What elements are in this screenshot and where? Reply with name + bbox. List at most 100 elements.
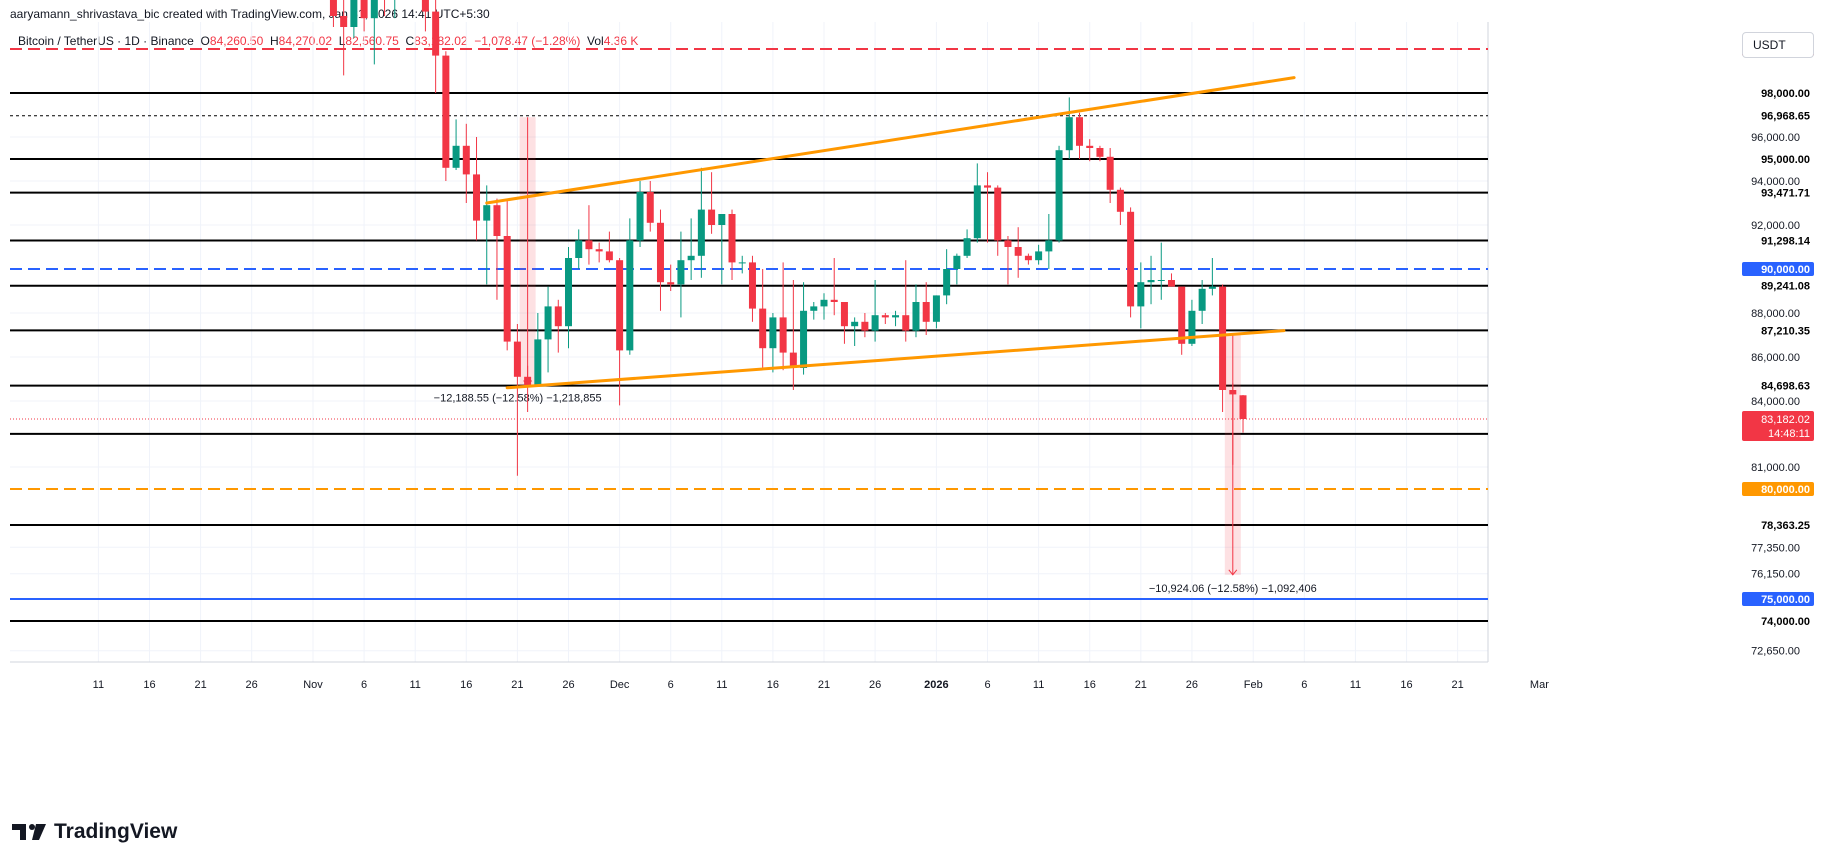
- candle: [442, 51, 450, 181]
- level-price-tag: 98,000.00: [1742, 86, 1814, 100]
- candle: [1086, 139, 1094, 162]
- candle: [881, 313, 889, 324]
- candle: [1208, 258, 1216, 296]
- candle-body: [667, 282, 675, 285]
- candle-body: [1004, 240, 1012, 247]
- candle: [789, 280, 797, 390]
- candle: [1055, 145, 1063, 243]
- candle: [779, 262, 787, 371]
- level-price-tag-text: 75,000.00: [1761, 594, 1810, 606]
- level-price-tag-box: [1742, 614, 1814, 628]
- candle: [1035, 244, 1043, 265]
- level-price-tag: 90,000.00: [1742, 262, 1814, 276]
- measure-arrow: [1228, 569, 1238, 576]
- time-tick-label: 26: [562, 679, 574, 691]
- candle-body: [718, 214, 726, 225]
- ohlc-close: C83,182.02: [405, 34, 468, 48]
- candle-body: [932, 295, 940, 322]
- candle-body: [759, 308, 767, 349]
- time-tick-label: 11: [409, 679, 420, 691]
- level-price-tag-text: 91,298.14: [1761, 235, 1811, 247]
- candle-body: [1229, 390, 1237, 395]
- candle-body: [350, 0, 358, 27]
- measure-label: −10,924.06 (−12.58%) −1,092,406: [1149, 583, 1317, 595]
- candle: [1219, 284, 1227, 412]
- time-tick-label: 16: [767, 679, 779, 691]
- ohlc-low: L82,560.75: [338, 34, 399, 48]
- candle: [616, 258, 624, 406]
- candle-body: [748, 262, 756, 309]
- candle: [728, 209, 736, 280]
- time-tick-label: 26: [246, 679, 258, 691]
- candle-body: [1045, 240, 1053, 252]
- candle: [922, 282, 930, 335]
- level-price-tag-text: 87,210.35: [1761, 325, 1810, 337]
- candle-body: [452, 145, 460, 168]
- candle: [708, 172, 716, 234]
- candle-body: [881, 315, 889, 318]
- price-tick-label: 86,000.00: [1751, 352, 1800, 364]
- candle-body: [493, 205, 501, 236]
- candle-body: [769, 317, 777, 349]
- price-tick-label: 88,000.00: [1751, 308, 1800, 320]
- level-price-tag-text: 98,000.00: [1761, 88, 1810, 100]
- level-price-tag-box: [1742, 262, 1814, 276]
- price-tick-label: 84,000.00: [1751, 396, 1800, 408]
- time-tick-label: 16: [143, 679, 155, 691]
- candle-body: [943, 269, 951, 296]
- candle-body: [646, 192, 654, 223]
- level-price-tag: 96,968.65: [1742, 108, 1814, 123]
- candle: [748, 255, 756, 322]
- time-tick-label: 26: [1186, 679, 1198, 691]
- candle: [646, 181, 654, 232]
- candle-body: [636, 192, 644, 241]
- level-price-tag: 95,000.00: [1742, 152, 1814, 166]
- candle: [421, 0, 429, 32]
- candle: [759, 269, 767, 368]
- candle: [493, 198, 501, 300]
- candle-body: [840, 302, 848, 327]
- price-tick-label: 72,650.00: [1751, 646, 1800, 658]
- level-price-tag-text: 80,000.00: [1761, 484, 1810, 496]
- candle-body: [616, 260, 624, 351]
- candle-body: [1137, 282, 1145, 307]
- ohlc-change: −1,078.47 (−1.28%): [474, 34, 581, 48]
- candle-body: [738, 262, 746, 264]
- level-price-tag-text: 78,363.25: [1761, 520, 1810, 532]
- candle-body: [820, 299, 828, 307]
- level-price-tag-text: 74,000.00: [1761, 616, 1810, 628]
- candle: [360, 0, 368, 32]
- tradingview-logo[interactable]: TradingView: [12, 820, 177, 844]
- candle: [1045, 214, 1053, 269]
- candle-body: [554, 306, 562, 327]
- candle-body: [851, 321, 859, 327]
- last-price-value: 83,182.02: [1761, 414, 1810, 426]
- candle-body: [473, 174, 481, 221]
- candle-body: [1167, 280, 1175, 287]
- candle-body: [1188, 310, 1196, 344]
- candle-body: [442, 55, 450, 168]
- candle-body: [994, 187, 1002, 241]
- candle-body: [953, 255, 961, 269]
- candle-body: [789, 352, 797, 368]
- candle: [677, 231, 685, 318]
- candle-body: [1127, 211, 1135, 307]
- time-tick-label: 11: [1033, 679, 1044, 691]
- candle: [340, 0, 348, 76]
- candle-body: [1239, 395, 1247, 419]
- candles: [329, 0, 1247, 476]
- candle: [943, 249, 951, 305]
- candle: [605, 231, 613, 263]
- candle-body: [1208, 286, 1216, 289]
- candle-body: [779, 317, 787, 353]
- candle: [687, 218, 695, 280]
- measurement-tools: −12,188.55 (−12.58%) −1,218,855−10,924.0…: [434, 117, 1317, 595]
- time-tick-label: 26: [869, 679, 881, 691]
- level-price-tag-text: 95,000.00: [1761, 154, 1810, 166]
- candle: [932, 295, 940, 329]
- candle: [329, 0, 337, 27]
- price-tick-label: 81,000.00: [1751, 462, 1800, 474]
- currency-selector[interactable]: USDT: [1742, 32, 1814, 58]
- candle-body: [565, 258, 572, 327]
